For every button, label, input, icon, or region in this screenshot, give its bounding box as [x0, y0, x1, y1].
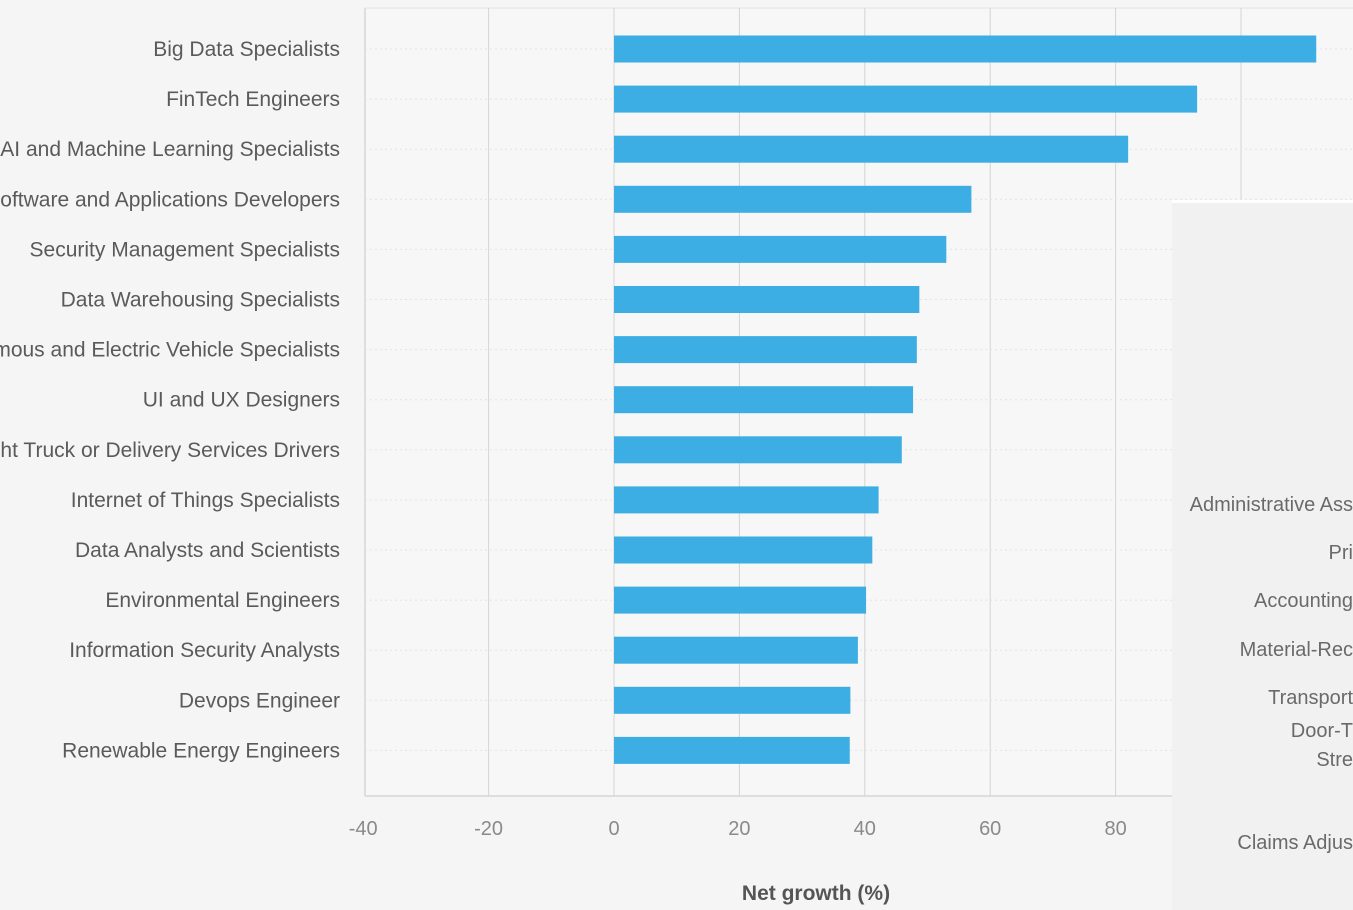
category-label: Devops Engineer [179, 689, 340, 712]
category-label: FinTech Engineers [166, 88, 340, 111]
bar [614, 135, 1129, 163]
category-label: Data Analysts and Scientists [75, 539, 340, 562]
category-label: Light Truck or Delivery Services Drivers [0, 439, 340, 462]
category-label: Autonomous and Electric Vehicle Speciali… [0, 339, 340, 362]
right-panel-label: Door-T [1290, 720, 1353, 742]
bar [614, 536, 873, 564]
x-tick-label: 60 [979, 818, 1001, 840]
bars [614, 35, 1317, 764]
right-panel-label: Material-Rec [1239, 639, 1353, 661]
bar [614, 436, 902, 464]
right-panel-label: Stre [1316, 749, 1353, 771]
bar [614, 386, 914, 414]
category-label: Big Data Specialists [153, 38, 340, 61]
right-panel-label: Accounting [1254, 590, 1353, 612]
overlapping-chart-panel: Administrative Ass Pri Accounting Material-… [1172, 200, 1353, 910]
x-tick-label: -40 [349, 818, 378, 840]
bar [614, 85, 1198, 113]
category-label: Environmental Engineers [105, 589, 340, 612]
right-panel-label: Claims Adjus [1237, 832, 1353, 854]
bar [614, 486, 879, 514]
bar [614, 636, 858, 664]
bar [614, 686, 851, 714]
category-label: Internet of Things Specialists [71, 489, 340, 512]
bar [614, 736, 850, 764]
category-label: AI and Machine Learning Specialists [0, 138, 340, 161]
right-panel-label: Pri [1328, 542, 1353, 564]
category-label: Renewable Energy Engineers [62, 739, 340, 762]
x-tick-label: 40 [854, 818, 876, 840]
bar [614, 586, 867, 614]
category-label: Software and Applications Developers [0, 188, 340, 211]
category-labels: Big Data Specialists FinTech Engineers AI … [0, 38, 340, 762]
bar [614, 336, 917, 364]
x-tick-label: 80 [1104, 818, 1126, 840]
category-label: Information Security Analysts [69, 639, 340, 662]
category-label: UI and UX Designers [143, 389, 340, 412]
bar [614, 35, 1317, 63]
category-label: Security Management Specialists [30, 238, 340, 261]
x-axis-label: Net growth (%) [742, 882, 890, 905]
x-tick-label: -20 [474, 818, 503, 840]
x-tick-label: 20 [728, 818, 750, 840]
bar [614, 235, 947, 263]
right-panel-label: Transport [1268, 687, 1353, 709]
x-tick-label: 0 [608, 818, 619, 840]
bar [614, 286, 920, 313]
right-panel-label: Administrative Ass [1189, 494, 1353, 516]
x-tick-labels: -40 -20 0 20 40 60 80 [349, 818, 1127, 840]
category-label: Data Warehousing Specialists [61, 289, 340, 312]
bar [614, 185, 972, 213]
